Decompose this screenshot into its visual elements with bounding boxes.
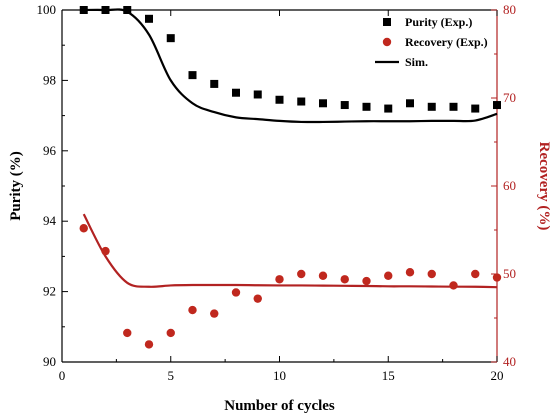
purity-exp-point	[427, 102, 436, 111]
y-left-tick-label: 90	[43, 354, 56, 369]
recovery-exp-point	[275, 275, 284, 284]
recovery-exp-point	[492, 273, 502, 282]
x-tick-label: 5	[168, 368, 175, 383]
recovery-exp-point	[144, 340, 154, 349]
y-axis-left-title: Purity (%)	[8, 151, 24, 221]
recovery-exp-point	[340, 275, 349, 284]
purity-exp-point	[406, 99, 414, 108]
purity-exp-point	[188, 71, 197, 80]
legend-label: Purity (Exp.)	[405, 15, 472, 29]
purity-exp-point	[232, 88, 240, 97]
purity-exp-point	[145, 14, 153, 23]
purity-exp-point	[493, 101, 501, 110]
recovery-exp-point	[123, 328, 132, 338]
x-tick-label: 10	[273, 368, 286, 383]
purity-exp-point	[471, 104, 480, 113]
purity-exp-point	[101, 6, 110, 14]
series-line-sim	[83, 8, 498, 124]
legend-label: Recovery (Exp.)	[405, 35, 488, 49]
y-right-tick-label: 70	[503, 90, 516, 105]
x-tick-label: 20	[491, 368, 504, 383]
y-right-tick-label: 80	[503, 2, 516, 17]
x-axis-title: Number of cycles	[224, 398, 335, 414]
purity-exp-point	[253, 90, 262, 99]
purity-exp-point	[319, 99, 327, 108]
recovery-exp-point	[231, 288, 241, 297]
recovery-exp-point	[318, 271, 328, 280]
y-right-tick-label: 60	[503, 178, 516, 193]
purity-exp-point	[123, 6, 132, 14]
purity-exp-point	[340, 101, 349, 110]
purity-exp-point	[166, 34, 175, 43]
recovery-exp-point	[384, 271, 393, 280]
recovery-exp-point	[210, 309, 219, 318]
y-left-tick-label: 100	[37, 2, 57, 17]
y-right-tick-label: 50	[503, 266, 516, 281]
recovery-exp-point	[362, 276, 371, 286]
purity-exp-point	[362, 102, 371, 111]
recovery-exp-point	[297, 269, 306, 279]
recovery-exp-point	[427, 269, 436, 279]
y-right-tick-label: 40	[503, 354, 516, 369]
recovery-exp-point	[405, 268, 415, 277]
recovery-exp-point	[166, 328, 175, 338]
recovery-exp-point	[449, 281, 458, 290]
recovery-exp-point	[79, 224, 88, 233]
y-left-tick-label: 92	[43, 284, 56, 299]
purity-exp-point	[384, 104, 393, 113]
y-left-tick-label: 96	[43, 143, 57, 158]
purity-exp-point	[449, 102, 458, 111]
recovery-exp-point	[471, 269, 480, 279]
axes-group: 0 5 10 15 20 90 92 94 96 98 100 40 50 60 70 80	[37, 2, 517, 383]
y-left-tick-label: 94	[43, 213, 57, 228]
x-tick-label: 15	[382, 368, 395, 383]
legend: Purity (Exp.) Recovery (Exp.) Sim.	[375, 15, 488, 69]
purity-exp-point	[275, 95, 284, 104]
purity-exp-point	[79, 6, 88, 14]
recovery-exp-point	[188, 305, 197, 315]
y-axis-right-title: Recovery (%)	[536, 142, 550, 231]
series-layer	[79, 6, 502, 349]
recovery-exp-point	[101, 246, 110, 256]
x-tick-label: 0	[59, 368, 66, 383]
recovery-exp-point	[253, 294, 262, 303]
purity-exp-point	[297, 97, 306, 106]
legend-label: Sim.	[405, 55, 428, 69]
legend-marker-circle	[382, 37, 392, 47]
series-line-recovery-sim	[82, 213, 498, 289]
y-left-tick-label: 98	[43, 72, 56, 87]
purity-exp-point	[210, 79, 219, 88]
legend-marker-square	[383, 18, 391, 26]
